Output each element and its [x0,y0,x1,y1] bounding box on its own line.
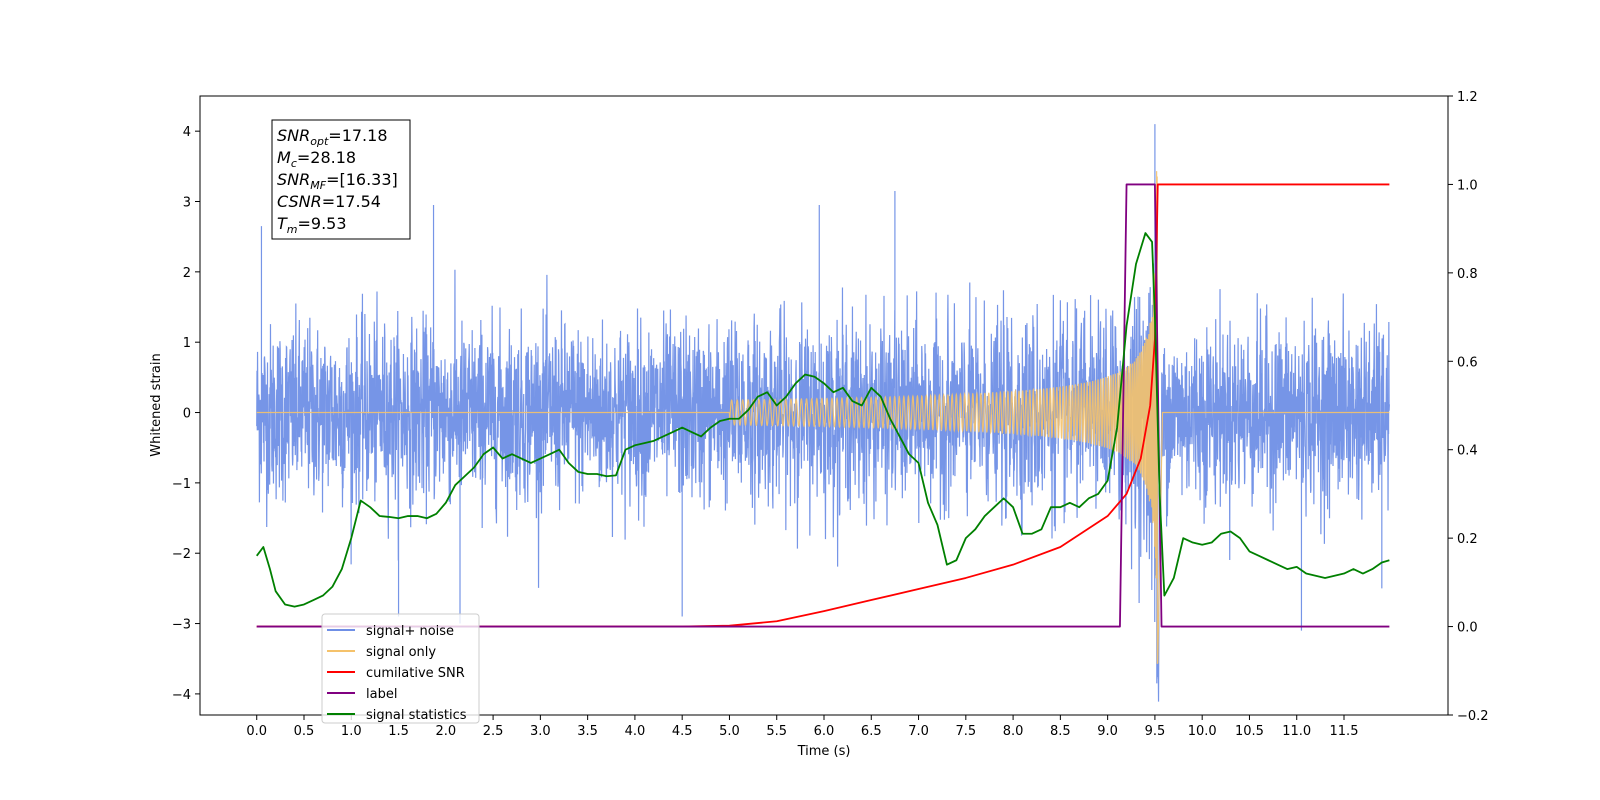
legend: signal+ noise signal only cumilative SNR la… [321,613,480,724]
x-tick-label: 1.5 [388,724,409,739]
x-tick-label: 11.0 [1282,724,1311,739]
x-tick-label: 5.0 [719,724,740,739]
x-tick-label: 2.0 [435,724,456,739]
y-tick-label-left: −2 [172,547,191,562]
x-tick-label: 0.0 [246,724,267,739]
y-tick-label-right: 0.2 [1457,532,1478,547]
x-tick-label: 3.5 [577,724,598,739]
x-axis: 0.0 0.5 1.0 1.5 2.0 2.5 3.0 3.5 4.0 4.5 5.0 5.5 6.0 6… [246,715,1358,739]
series-signal-statistics [256,232,1390,608]
x-tick-label: 7.5 [955,724,976,739]
y-tick-label-left: −4 [172,688,191,703]
y-tick-label-right: 0.6 [1457,355,1478,370]
y-tick-label-left: −1 [172,477,191,492]
x-tick-label: 1.0 [341,724,362,739]
annotation-line: SNRopt=17.18 [277,126,388,148]
annotation-value: =28.18 [297,148,356,167]
x-tick-label: 5.5 [766,724,787,739]
annotation-value: =17.18 [328,126,387,145]
legend-label: signal+ noise [366,624,454,639]
annotation-subscript: opt [310,135,329,148]
y-tick-label-right: 1.0 [1457,178,1478,193]
x-tick-label: 11.5 [1330,724,1359,739]
y-tick-label-right: 0.8 [1457,267,1478,282]
y-tick-label-left: 4 [183,125,191,140]
series-signal-only [256,171,1390,664]
annotation-subscript: MF [310,179,326,192]
x-axis-label: Time (s) [797,744,851,759]
annotation-symbol: SNR [277,170,310,189]
legend-label: cumilative SNR [366,666,465,681]
x-tick-label: 10.5 [1235,724,1264,739]
legend-label: signal only [366,645,436,660]
y-tick-label-left: 0 [183,407,191,422]
x-tick-label: 6.0 [814,724,835,739]
annotation-line: CSNR=17.54 [277,192,381,211]
y-axis-right: −0.2 0.0 0.2 0.4 0.6 0.8 1.0 1.2 [1448,90,1489,724]
y-tick-label-right: 0.4 [1457,444,1478,459]
annotation-subscript: m [287,223,298,236]
y-tick-label-left: 3 [183,196,191,211]
y-tick-label-left: 2 [183,266,191,281]
x-tick-label: 9.0 [1097,724,1118,739]
annotation-symbol: SNR [277,126,310,145]
annotation-frame [271,119,411,240]
annotation-value: =17.54 [322,192,381,211]
annotation-line: SNRMF=[16.33] [277,170,398,192]
legend-frame [321,613,480,724]
series-label [256,183,1390,628]
annotation-value: =9.53 [298,214,347,233]
x-tick-label: 8.0 [1003,724,1024,739]
x-tick-label: 0.5 [294,724,315,739]
series-layer [256,124,1390,702]
legend-label: signal statistics [366,708,467,723]
legend-label: label [366,687,397,702]
y-tick-label-left: 1 [183,336,191,351]
x-tick-label: 4.5 [672,724,693,739]
annotation-symbol: CSNR [277,192,322,211]
annotation-subscript: c [291,157,297,170]
y-tick-label-right: −0.2 [1457,709,1489,724]
annotation-line: Tm=9.53 [277,214,347,236]
x-tick-label: 8.5 [1050,724,1071,739]
annotation-value: =[16.33] [326,170,398,189]
annotation-symbol: M [277,148,291,167]
x-tick-label: 9.5 [1145,724,1166,739]
x-tick-label: 6.5 [861,724,882,739]
x-tick-label: 2.5 [483,724,504,739]
annotation-line: Mc=28.18 [277,148,356,170]
y-tick-label-left: −3 [172,618,191,633]
annotation-box: SNRopt=17.18Mc=28.18SNRMF=[16.33]CSNR=17… [271,119,411,240]
x-tick-label: 7.0 [908,724,929,739]
x-tick-label: 3.0 [530,724,551,739]
y-axis-label-left: Whitened strain [149,353,164,456]
x-tick-label: 4.0 [625,724,646,739]
annotation-symbol: T [277,214,288,233]
y-tick-label-right: 0.0 [1457,621,1478,636]
y-tick-label-right: 1.2 [1457,90,1478,105]
y-axis-left: −4 −3 −2 −1 0 1 2 3 4 [172,125,200,703]
x-tick-label: 10.0 [1188,724,1217,739]
